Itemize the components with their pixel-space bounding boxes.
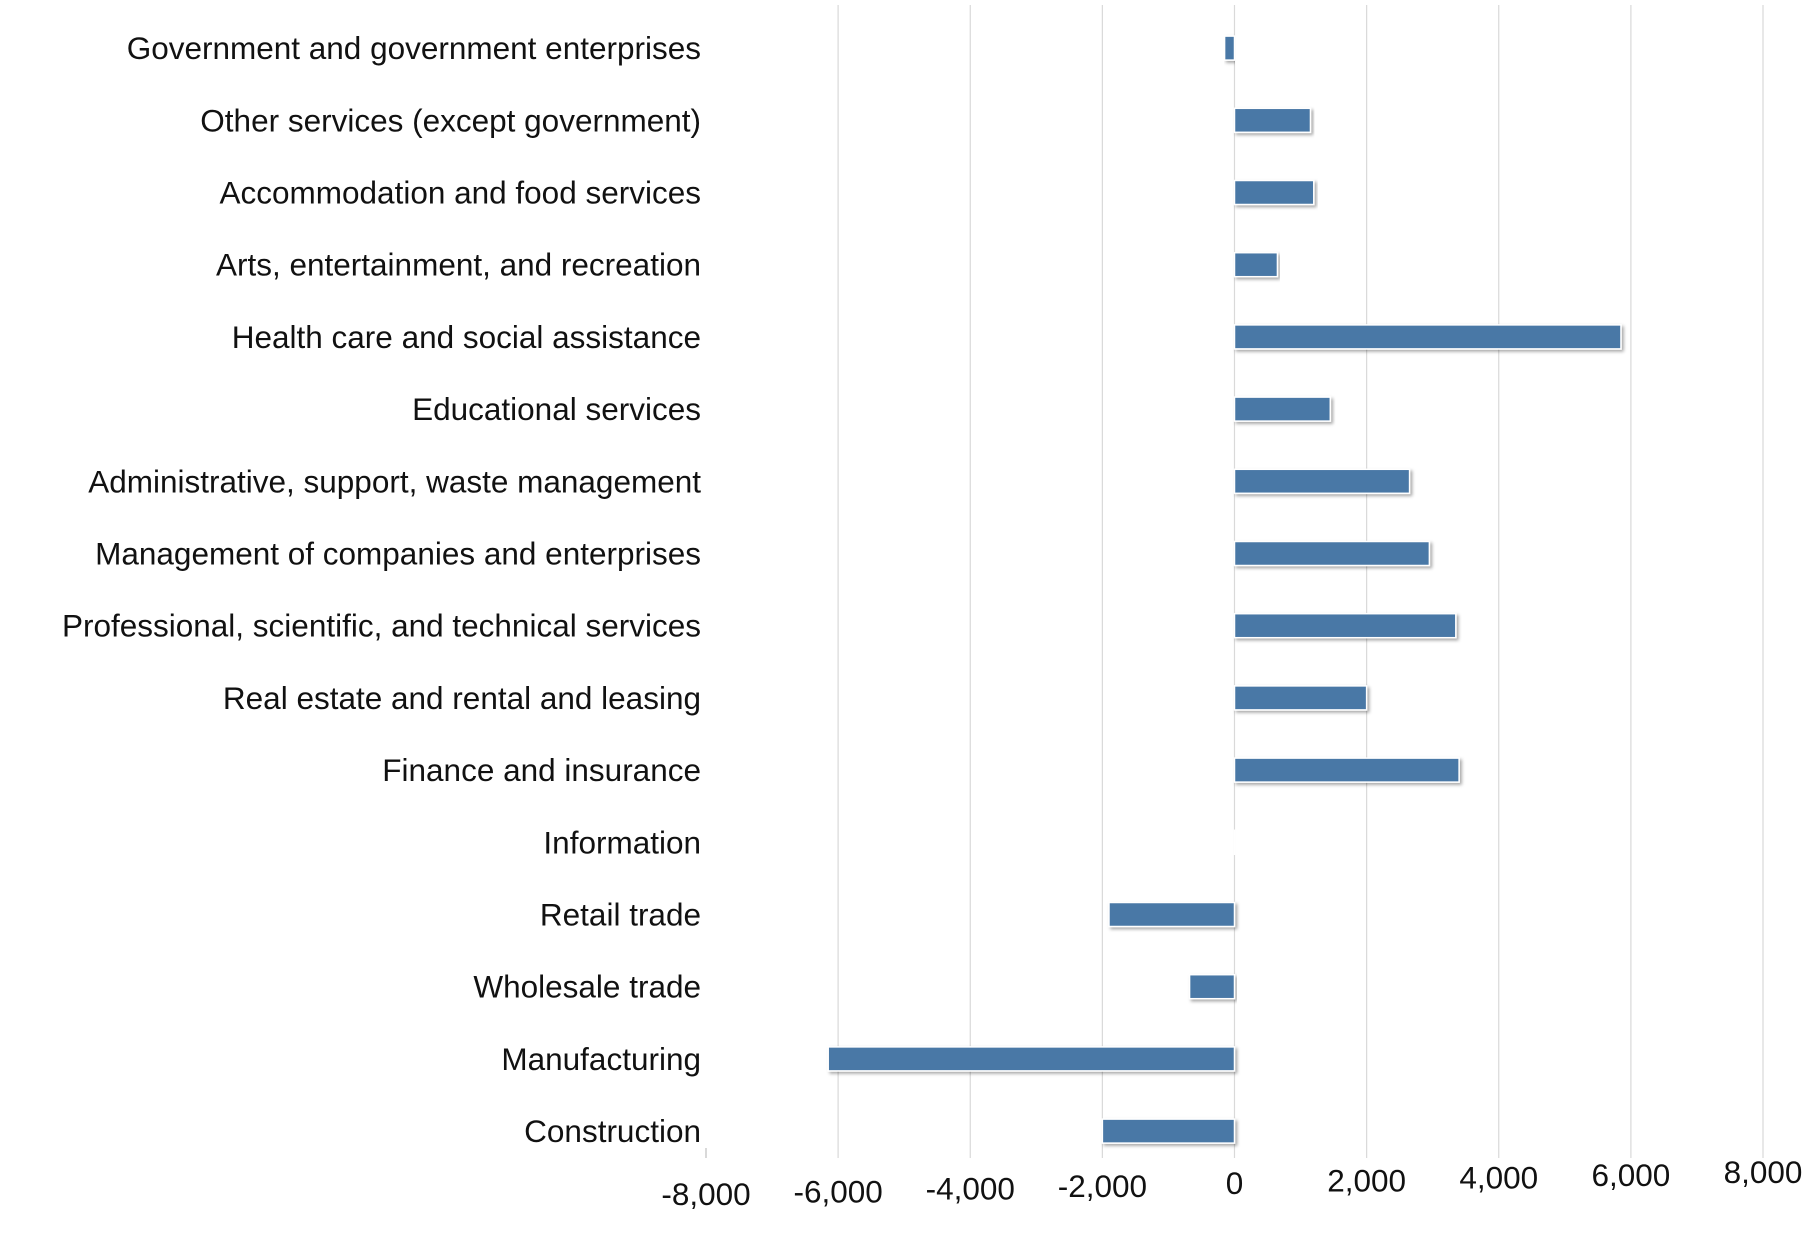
category-label: Construction (524, 1113, 701, 1149)
gridlines (838, 5, 1763, 1158)
x-tick-label: 0 (1226, 1165, 1244, 1201)
bar (1235, 686, 1367, 710)
category-label: Retail trade (540, 897, 701, 933)
category-label: Administrative, support, waste managemen… (88, 463, 701, 499)
category-label: Real estate and rental and leasing (223, 680, 701, 716)
bar (1102, 1119, 1234, 1143)
bar (1235, 397, 1331, 421)
bar (1235, 108, 1311, 132)
x-tick-label: -4,000 (926, 1171, 1015, 1207)
category-label: Information (543, 824, 701, 860)
category-label: Manufacturing (501, 1041, 701, 1077)
bar (1235, 758, 1460, 782)
category-labels: Construction Manufacturing Wholesale trade… (62, 30, 701, 1149)
category-label: Finance and insurance (382, 752, 701, 788)
bar (1235, 181, 1314, 205)
x-tick-label: -2,000 (1058, 1168, 1147, 1204)
bar (1225, 36, 1235, 60)
bar (1235, 542, 1430, 566)
category-label: Educational services (412, 391, 701, 427)
category-label: Other services (except government) (200, 102, 701, 138)
category-label: Wholesale trade (473, 969, 701, 1005)
x-tick-labels: -8,000 -6,000 -4,000 -2,000 0 2,000 4,000 6,000… (661, 1154, 1802, 1212)
x-tick-label: -6,000 (793, 1173, 882, 1209)
category-label: Health care and social assistance (232, 319, 701, 355)
bar (1235, 253, 1278, 277)
bar (1235, 325, 1621, 349)
bar (1190, 975, 1235, 999)
bar (1235, 469, 1410, 493)
x-tick-label: 8,000 (1724, 1154, 1803, 1190)
category-label: Professional, scientific, and technical … (62, 608, 701, 644)
category-label: Government and government enterprises (127, 30, 701, 66)
category-label: Management of companies and enterprises (95, 536, 701, 572)
x-tick-label: 6,000 (1591, 1157, 1670, 1193)
category-label: Arts, entertainment, and recreation (216, 247, 701, 283)
category-label: Accommodation and food services (220, 175, 702, 211)
x-tick-label: 2,000 (1327, 1162, 1406, 1198)
x-tick-label: -8,000 (661, 1176, 750, 1212)
bar (1235, 614, 1456, 638)
bars (828, 36, 1621, 1143)
bar (1109, 903, 1235, 927)
bar (828, 1047, 1234, 1071)
x-tick-label: 4,000 (1459, 1160, 1538, 1196)
